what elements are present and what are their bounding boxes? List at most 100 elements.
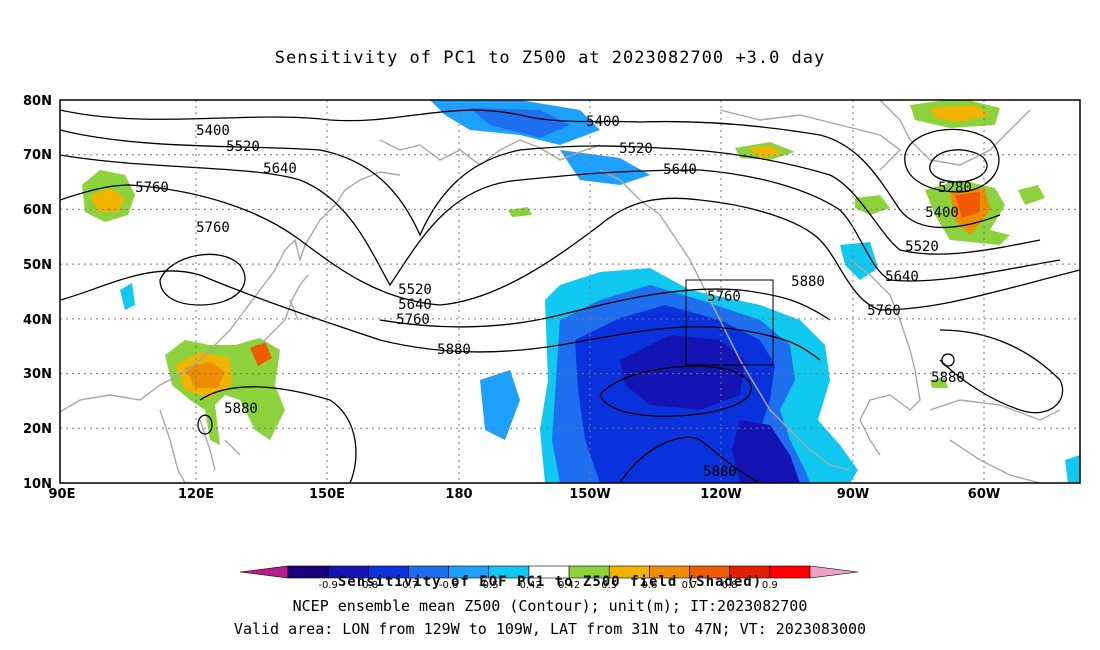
shaded-sensitivity [82, 100, 1080, 483]
lon-tick-label: 120W [700, 487, 741, 502]
colorbar-tick-label: -0.8 [359, 580, 379, 591]
positive-core-east-asia-2 [185, 362, 225, 388]
colorbar-tick-label: -0.6 [439, 580, 459, 591]
contour-5880-east-high [939, 329, 1064, 414]
contour-subtropical-high [599, 365, 752, 417]
contour-label: 5880 [931, 370, 965, 386]
lat-tick-label: 10N [23, 477, 52, 492]
map-title: Sensitivity of PC1 to Z500 at 2023082700… [274, 48, 826, 68]
negative-core-4 [732, 420, 800, 483]
contour-label: 5400 [586, 114, 620, 130]
coastline-greenland [879, 100, 1031, 166]
contour-label: 5520 [398, 282, 432, 298]
lon-tick-label: 60W [968, 487, 1000, 502]
positive-region-7 [855, 195, 890, 215]
negative-region-9 [1065, 455, 1080, 483]
contour-label: 5760 [396, 312, 430, 328]
contour-label: 5880 [791, 274, 825, 290]
lat-tick-label: 50N [23, 258, 52, 273]
negative-region-7 [120, 283, 135, 310]
coastlines [60, 100, 1061, 483]
positive-core-east-asia-3 [250, 342, 272, 366]
positive-core-north-atlantic [930, 105, 990, 122]
lon-tick-label: 90W [837, 487, 869, 502]
contour-closed-small-2 [941, 353, 955, 367]
colorbar-tick-label: -0.7 [399, 580, 419, 591]
contour-5640-east [699, 169, 1061, 282]
contour-western-pacific [199, 386, 357, 483]
coastline-siberia [379, 139, 601, 166]
contour-5760-east [699, 199, 1080, 311]
negative-region-3 [480, 370, 520, 440]
caption-line-1: NCEP ensemble mean Z500 (Contour); unit(… [292, 597, 808, 615]
lon-tick-label: 150W [569, 487, 610, 502]
coastline-north-america-east [849, 259, 921, 456]
contour-north-atlantic-low [904, 128, 1000, 193]
colorbar-tick-label: -0.42 [516, 580, 542, 591]
coastline-caribbean [929, 399, 1061, 421]
coastline-east-asia [60, 171, 401, 413]
contour-label: 5640 [885, 269, 919, 285]
contour-closed-low [159, 253, 246, 306]
lat-tick-label: 70N [23, 148, 52, 163]
contour-label: 5280 [938, 180, 972, 196]
coastline-arctic [719, 109, 902, 171]
colorbar-tick-label: 0.8 [722, 580, 738, 591]
contour-label: 5520 [905, 239, 939, 255]
lon-tick-label: 150E [309, 487, 345, 502]
coastline-japan [259, 274, 309, 346]
negative-region-5 [470, 108, 570, 138]
lon-tick-label: 120E [178, 487, 214, 502]
colorbar-title: Sensitivity of EOF PC1 to Z500 field (Sh… [337, 574, 763, 590]
positive-region-9 [508, 207, 532, 217]
coastline-alaska [599, 169, 851, 471]
z500-contours [60, 109, 1080, 483]
contour-5280 [929, 149, 988, 183]
colorbar-over-triangle [809, 565, 859, 579]
contour-label: 5760 [196, 220, 230, 236]
colorbar-tick-label: 0.6 [641, 580, 657, 591]
contour-label: 5400 [196, 123, 230, 139]
contour-5760-west [60, 184, 701, 306]
lat-tick-label: 20N [23, 422, 52, 437]
contour-label: 5640 [263, 161, 297, 177]
positive-core-central-asia [90, 188, 125, 212]
colorbar-tick-label: 0.7 [682, 580, 698, 591]
contour-southern-trough [619, 436, 761, 483]
valid-area-box [685, 279, 774, 366]
contour-label: 5640 [663, 162, 697, 178]
contour-5880-main [60, 270, 821, 361]
contour-5400-east [639, 120, 1001, 229]
lon-axis: 90E 120E 150E 180 150W 120W 90W 60W [49, 487, 1001, 502]
lat-tick-label: 60N [23, 203, 52, 218]
contour-5760-ridge [379, 288, 831, 328]
contour-label: 5760 [867, 303, 901, 319]
contour-closed-small-1 [197, 414, 213, 435]
positive-core-6b [955, 192, 980, 218]
lon-tick-label: 90E [49, 487, 76, 502]
lon-tick-label: 180 [445, 487, 472, 502]
colorbar-tick-label: -0.9 [318, 580, 338, 591]
caption-line-2: Valid area: LON from 129W to 109W, LAT f… [233, 620, 867, 638]
lat-tick-label: 40N [23, 313, 52, 328]
contour-label: 5880 [703, 464, 737, 480]
contour-label: 5520 [619, 141, 653, 157]
graticule [60, 100, 1080, 483]
contour-label: 5640 [398, 297, 432, 313]
negative-region-8 [840, 242, 878, 280]
colorbar-tick-label: 0.5 [601, 580, 617, 591]
lat-axis: 80N 70N 60N 50N 40N 30N 20N 10N [23, 94, 52, 492]
positive-region-10 [930, 378, 948, 388]
contour-label: 5880 [224, 401, 258, 417]
negative-region-6 [560, 150, 650, 185]
contour-label: 5760 [135, 180, 169, 196]
coastline-south-america [949, 439, 1041, 483]
plot-frame [59, 99, 1081, 484]
lat-tick-label: 30N [23, 367, 52, 382]
contour-5400-west [60, 109, 641, 123]
contour-label: 5400 [925, 205, 959, 221]
colorbar-tick-label: 0.42 [558, 580, 580, 591]
lat-tick-label: 80N [23, 94, 52, 109]
contour-5520-west [60, 129, 661, 237]
